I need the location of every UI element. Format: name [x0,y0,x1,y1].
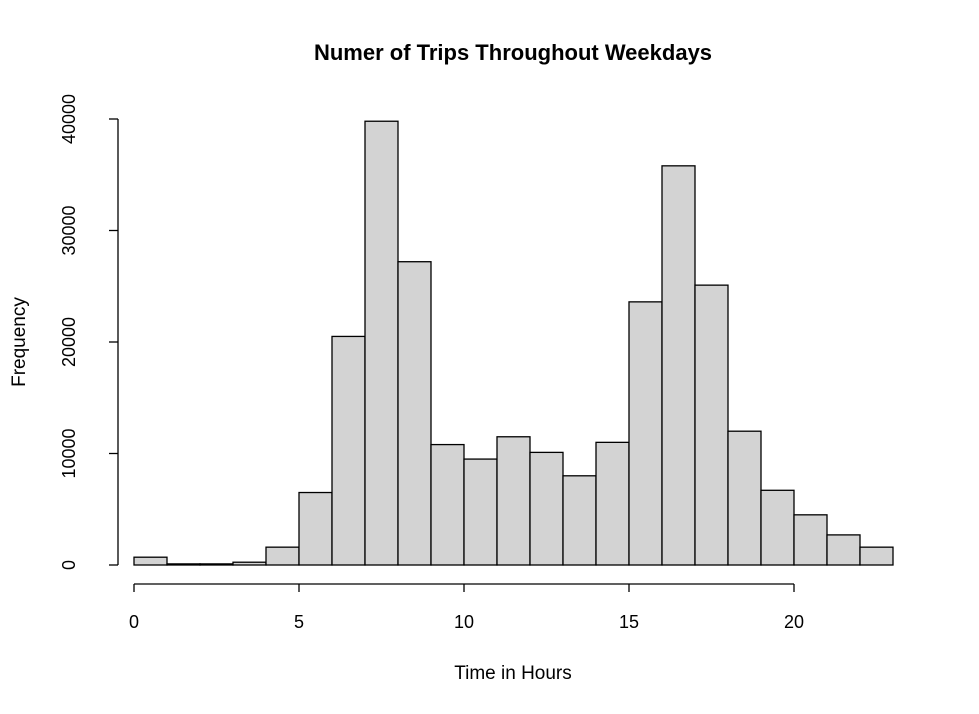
histogram-bar [430,443,465,566]
x-axis-label: Time in Hours [454,663,572,684]
histogram-bar [661,165,696,566]
x-tick-label: 15 [619,612,639,632]
x-tick-label: 10 [454,612,474,632]
histogram-bars [133,120,894,566]
y-axis: 0 10000 20000 30000 40000 [59,94,119,570]
histogram-bar [628,301,663,566]
histogram-bar [331,335,366,566]
histogram-bar [826,534,861,566]
histogram-bar [595,441,630,566]
histogram-bar [397,261,432,566]
x-tick-label: 0 [129,612,139,632]
y-tick-label: 10000 [59,428,79,478]
histogram-bar [364,120,399,566]
x-tick-label: 20 [784,612,804,632]
y-axis-label: Frequency [9,297,30,387]
y-tick-label: 20000 [59,317,79,367]
y-tick-label: 40000 [59,94,79,144]
histogram-bar [199,563,234,566]
histogram-bar [793,514,828,566]
y-tick-label: 30000 [59,205,79,255]
histogram-bar [727,430,762,566]
y-tick-label: 0 [59,560,79,570]
histogram-bar [496,436,531,566]
histogram-bar [166,563,201,566]
histogram-bar [562,475,597,566]
chart-title: Numer of Trips Throughout Weekdays [314,40,712,65]
x-tick-label: 5 [294,612,304,632]
histogram-bar [694,284,729,566]
histogram-bar [265,546,300,566]
histogram-bar [859,546,894,566]
histogram-bar [133,556,168,566]
histogram-bar [298,491,333,566]
histogram-bar [760,489,795,566]
histogram-bar [232,561,267,566]
x-axis: 0 5 10 15 20 [129,583,804,632]
histogram-bar [463,458,498,566]
histogram-bar [529,451,564,566]
